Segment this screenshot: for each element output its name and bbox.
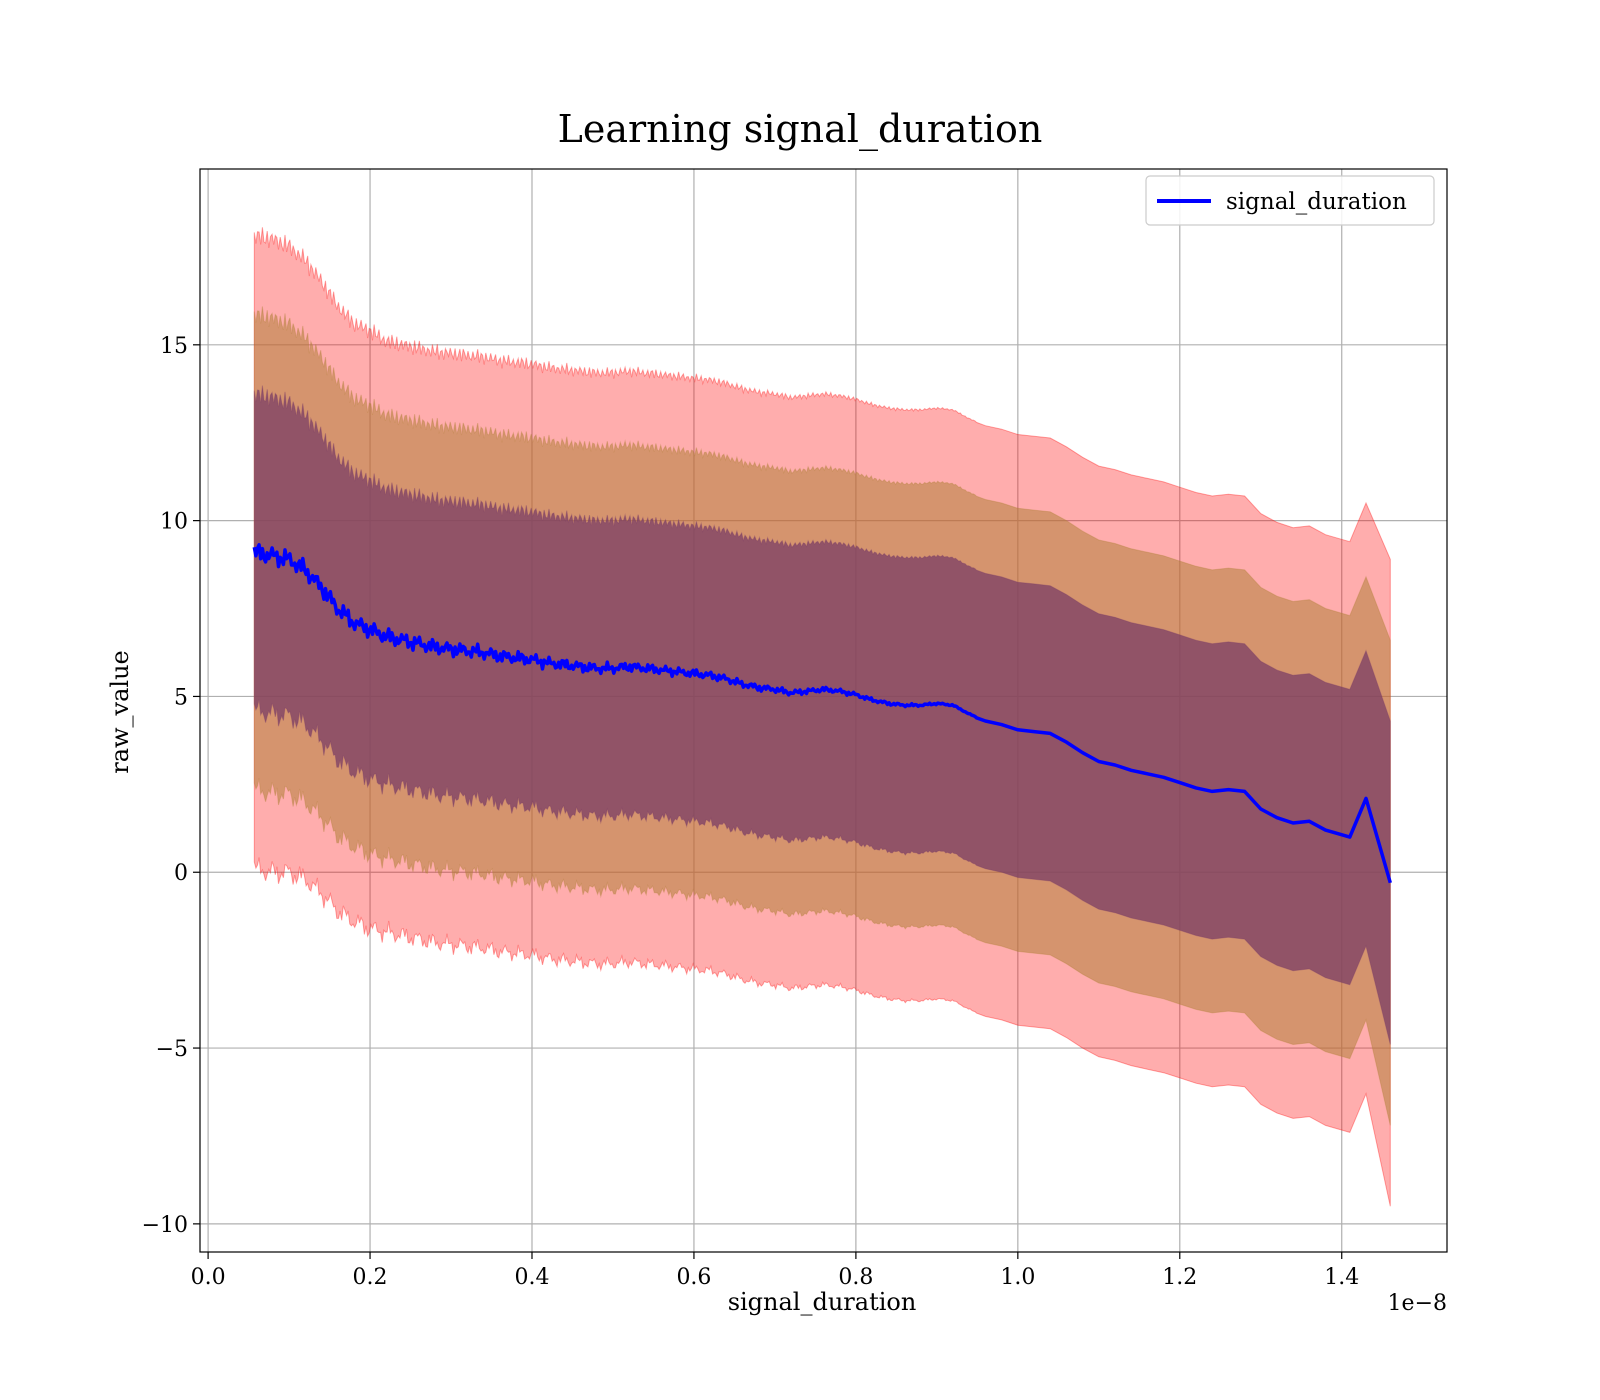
chart-title: Learning signal_duration — [558, 107, 1043, 152]
x-tick-label: 0.0 — [191, 1265, 226, 1290]
y-axis-label: raw_value — [106, 650, 134, 774]
x-tick-label: 1.0 — [1000, 1265, 1035, 1290]
band-1sigma — [253, 385, 1391, 1045]
x-axis-label: signal_duration — [728, 1288, 917, 1316]
y-axis-ticks: −10 −5 0 5 10 15 — [142, 334, 200, 1238]
x-axis-ticks: 0.0 0.2 0.4 0.6 0.8 1.0 1.2 1.4 — [191, 1252, 1359, 1290]
x-axis-offset-label: 1e−8 — [1388, 1291, 1447, 1316]
legend-box — [1145, 175, 1435, 226]
y-tick-label: 10 — [160, 510, 188, 535]
y-tick-label: −10 — [142, 1213, 188, 1238]
x-tick-label: 0.4 — [514, 1265, 549, 1290]
y-tick-label: 5 — [174, 685, 188, 710]
x-tick-label: 0.8 — [838, 1265, 873, 1290]
x-tick-label: 1.2 — [1162, 1265, 1197, 1290]
x-tick-label: 1.4 — [1324, 1265, 1359, 1290]
std-bands — [253, 227, 1391, 1207]
x-tick-label: 0.2 — [353, 1265, 388, 1290]
mean-line-signal_duration — [252, 543, 1392, 884]
legend-label: signal_duration — [1226, 189, 1407, 215]
legend: signal_duration — [1145, 175, 1435, 226]
y-tick-label: 15 — [160, 334, 188, 359]
plot-frame — [199, 168, 1448, 1253]
mean-line-layer — [252, 543, 1392, 884]
x-tick-label: 0.6 — [676, 1265, 711, 1290]
y-tick-label: −5 — [156, 1037, 188, 1062]
y-tick-label: 0 — [174, 861, 188, 886]
